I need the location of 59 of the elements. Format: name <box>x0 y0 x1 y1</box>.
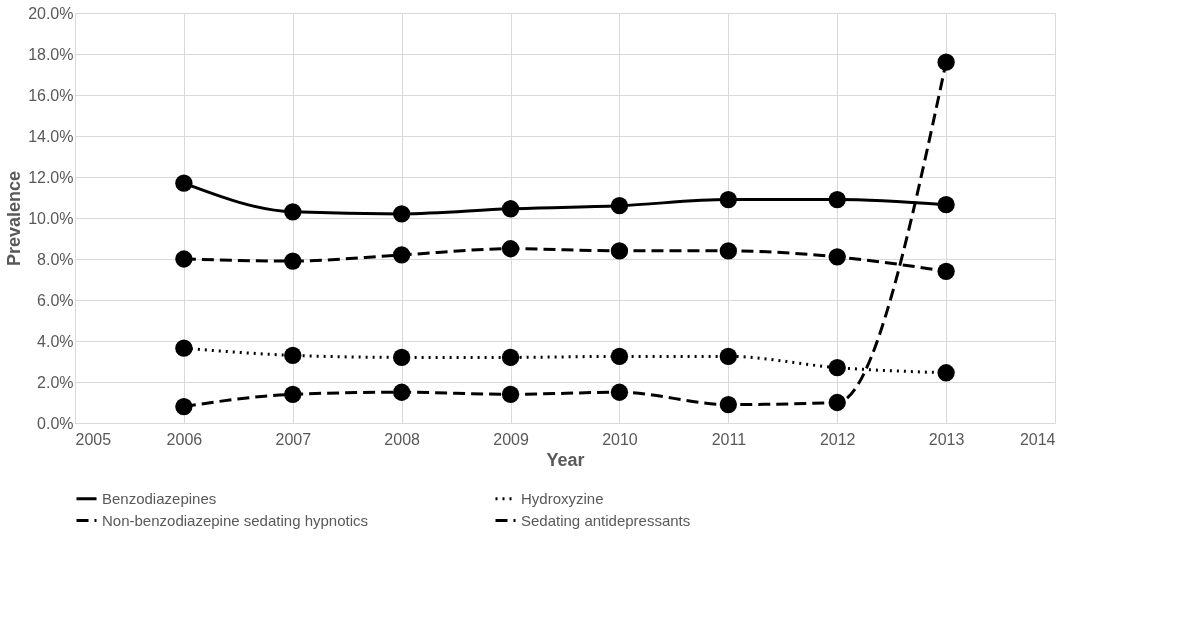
point <box>719 395 737 414</box>
point <box>284 346 302 364</box>
y-tick-label: 16.0% <box>28 86 74 104</box>
point <box>501 200 520 218</box>
y-tick-label: 8.0% <box>37 250 74 268</box>
y-tick-label: 2.0% <box>37 373 74 391</box>
y-tick-label: 10.0% <box>28 209 74 227</box>
legend-label: Non-benzodiazepine sedating hypnotics <box>102 511 369 529</box>
x-tick-label: 2005 <box>75 430 112 448</box>
x-tick-label: 2010 <box>602 430 638 448</box>
point <box>501 348 520 367</box>
point <box>828 248 846 266</box>
point <box>610 197 629 215</box>
y-tick-label: 12.0% <box>28 168 74 186</box>
y-tick-label: 4.0% <box>37 332 74 350</box>
point <box>719 190 737 209</box>
x-tick-label: 2013 <box>928 430 965 448</box>
point <box>719 242 737 260</box>
point <box>393 348 411 367</box>
point <box>393 246 411 264</box>
y-tick-label: 14.0% <box>28 127 74 145</box>
point <box>175 397 193 416</box>
point <box>284 385 302 403</box>
legend-label: Benzodiazepines <box>102 489 217 507</box>
x-tick-label: 2012 <box>819 430 856 448</box>
y-tick-label: 18.0% <box>28 45 74 63</box>
point <box>719 347 737 366</box>
point <box>828 359 846 377</box>
point <box>610 242 629 260</box>
x-tick-label: 2011 <box>711 430 747 448</box>
point <box>393 205 411 223</box>
x-tick-label: 2006 <box>166 430 203 448</box>
point <box>175 339 193 357</box>
point <box>937 262 955 280</box>
point <box>501 385 520 403</box>
point <box>937 196 955 214</box>
point <box>610 383 629 401</box>
point <box>284 252 302 270</box>
point <box>284 203 302 221</box>
y-axis-title: Prevalence <box>4 170 25 267</box>
point <box>937 364 955 382</box>
x-tick-label: 2014 <box>1019 430 1056 448</box>
point <box>501 240 520 258</box>
point <box>175 174 193 192</box>
point <box>610 347 629 366</box>
legend-label: Sedating antidepressants <box>521 511 691 529</box>
point <box>937 53 955 71</box>
x-axis-title: Year <box>546 449 585 470</box>
x-tick-label: 2009 <box>493 430 529 448</box>
point <box>828 393 846 412</box>
legend-label: Hydroxyzine <box>521 489 604 507</box>
y-tick-label: 20.0% <box>28 4 74 22</box>
point <box>828 190 846 209</box>
x-tick-label: 2007 <box>275 430 312 448</box>
x-tick-label: 2008 <box>384 430 421 448</box>
point <box>393 383 411 401</box>
y-tick-label: 0.0% <box>37 414 74 432</box>
y-tick-label: 6.0% <box>37 291 74 309</box>
point <box>175 250 193 268</box>
